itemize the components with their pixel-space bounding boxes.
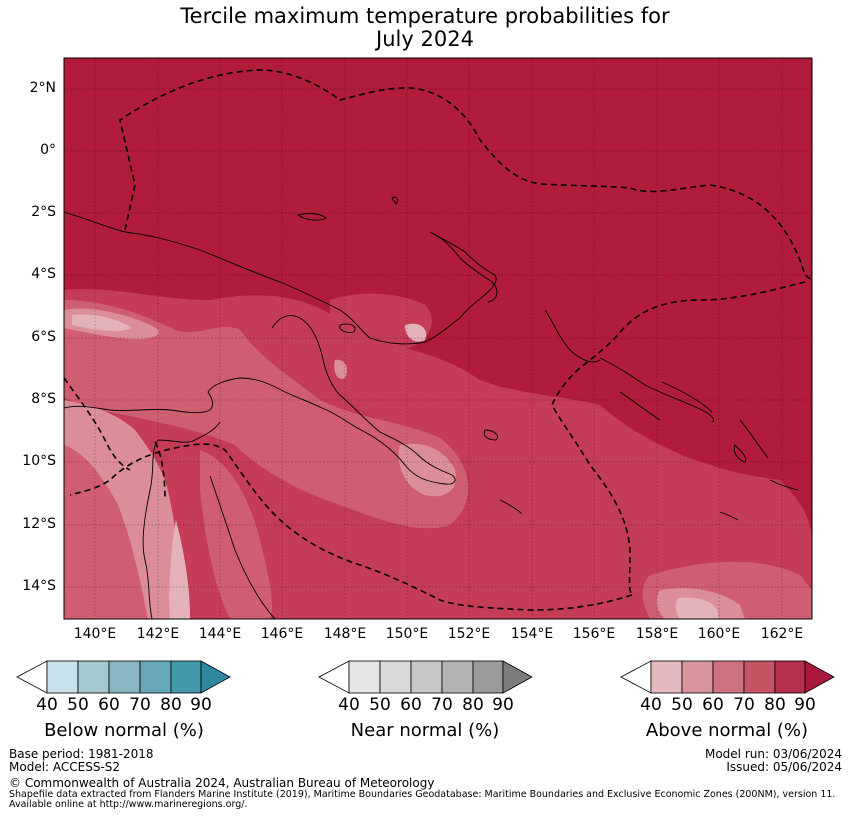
above-normal-title: Above normal (%) bbox=[645, 720, 809, 741]
shade-zone-60 bbox=[334, 359, 347, 379]
below-tick-40: 40 bbox=[36, 695, 58, 715]
lat-label-14s: 14°S bbox=[22, 578, 56, 594]
near-tick-80: 80 bbox=[462, 695, 484, 715]
lon-label-152e: 152°E bbox=[447, 626, 491, 642]
near-normal-colorbar bbox=[318, 660, 533, 694]
lon-label-140e: 140°E bbox=[73, 626, 117, 642]
cbar-above-segment bbox=[774, 660, 806, 694]
above-tick-40: 40 bbox=[640, 695, 662, 715]
near-tick-60: 60 bbox=[400, 695, 422, 715]
shade-zone-70 bbox=[64, 300, 469, 529]
cbar-above-segment bbox=[650, 660, 683, 694]
cbar-near-segment bbox=[441, 660, 474, 694]
issued-text: Issued: 05/06/2024 bbox=[726, 760, 842, 774]
cbar-near-segment bbox=[410, 660, 443, 694]
below-tick-90: 90 bbox=[190, 695, 212, 715]
near-tick-50: 50 bbox=[369, 695, 391, 715]
near-normal-title: Near normal (%) bbox=[350, 720, 500, 741]
shade-zone-50 bbox=[169, 520, 190, 619]
above-tick-80: 80 bbox=[764, 695, 786, 715]
lon-label-162e: 162°E bbox=[760, 626, 804, 642]
coastlines bbox=[64, 196, 799, 619]
lat-label-10s: 10°S bbox=[22, 453, 56, 469]
lat-label-2s: 2°S bbox=[31, 204, 56, 220]
graticule bbox=[64, 58, 812, 619]
cbar-near-segment bbox=[472, 660, 504, 694]
below-tick-70: 70 bbox=[129, 695, 151, 715]
below-tick-50: 50 bbox=[67, 695, 89, 715]
cbar-above-extend-high bbox=[804, 660, 835, 694]
lon-label-160e: 160°E bbox=[697, 626, 741, 642]
model-run-text: Model run: 03/06/2024 bbox=[704, 747, 842, 761]
above-tick-50: 50 bbox=[671, 695, 693, 715]
model-text: Model: ACCESS-S2 bbox=[9, 760, 121, 774]
shapefile-credit-line1: Shapefile data extracted from Flanders M… bbox=[9, 789, 836, 800]
maritime-boundaries bbox=[64, 69, 812, 611]
above-tick-70: 70 bbox=[733, 695, 755, 715]
cbar-near-extend-low bbox=[318, 660, 350, 694]
near-tick-90: 90 bbox=[492, 695, 514, 715]
below-tick-80: 80 bbox=[160, 695, 182, 715]
below-normal-title: Below normal (%) bbox=[44, 720, 204, 741]
probability-map bbox=[63, 57, 813, 620]
cbar-near-segment bbox=[379, 660, 412, 694]
base-period-text: Base period: 1981-2018 bbox=[9, 747, 154, 761]
cbar-near-segment bbox=[348, 660, 381, 694]
cbar-below-segment bbox=[108, 660, 141, 694]
near-tick-40: 40 bbox=[338, 695, 360, 715]
shade-zone-50 bbox=[72, 314, 132, 332]
shade-zone-80 bbox=[330, 293, 432, 350]
lat-label-6s: 6°S bbox=[31, 329, 56, 345]
shade-zone-70 bbox=[200, 450, 272, 619]
shade-zone-50 bbox=[675, 597, 718, 619]
cbar-below-segment bbox=[139, 660, 172, 694]
above-tick-60: 60 bbox=[702, 695, 724, 715]
cbar-below-segment bbox=[46, 660, 79, 694]
cbar-above-segment bbox=[681, 660, 714, 694]
shade-zone-50 bbox=[405, 323, 427, 342]
cbar-below-segment bbox=[77, 660, 110, 694]
above-normal-colorbar bbox=[620, 660, 835, 694]
lat-label-0: 0° bbox=[40, 142, 56, 158]
lon-label-148e: 148°E bbox=[323, 626, 367, 642]
shade-zone-60 bbox=[64, 400, 185, 619]
below-normal-colorbar bbox=[16, 660, 231, 694]
lon-label-150e: 150°E bbox=[385, 626, 429, 642]
lon-label-154e: 154°E bbox=[510, 626, 554, 642]
lat-label-12s: 12°S bbox=[22, 516, 56, 532]
lat-label-4s: 4°S bbox=[31, 266, 56, 282]
lon-label-146e: 146°E bbox=[260, 626, 304, 642]
shapefile-credit-line2: Available online at http://www.marinereg… bbox=[9, 799, 248, 810]
below-tick-60: 60 bbox=[98, 695, 120, 715]
cbar-above-extend-low bbox=[620, 660, 652, 694]
cbar-near-extend-high bbox=[502, 660, 533, 694]
above-tick-90: 90 bbox=[794, 695, 816, 715]
cbar-below-extend-low bbox=[16, 660, 48, 694]
near-tick-70: 70 bbox=[431, 695, 453, 715]
lat-label-2n: 2°N bbox=[29, 80, 56, 96]
lat-label-8s: 8°S bbox=[31, 391, 56, 407]
cbar-below-extend-high bbox=[200, 660, 231, 694]
copyright-text: © Commonwealth of Australia 2024, Austra… bbox=[9, 776, 435, 790]
lon-label-156e: 156°E bbox=[572, 626, 616, 642]
lon-label-144e: 144°E bbox=[198, 626, 242, 642]
map-frame bbox=[63, 57, 813, 620]
map-title-line1: Tercile maximum temperature probabilitie… bbox=[180, 4, 670, 28]
cbar-below-segment bbox=[170, 660, 202, 694]
lon-label-158e: 158°E bbox=[635, 626, 679, 642]
cbar-above-segment bbox=[743, 660, 776, 694]
map-title-line2: July 2024 bbox=[376, 27, 474, 51]
lon-label-142e: 142°E bbox=[136, 626, 180, 642]
cbar-above-segment bbox=[712, 660, 745, 694]
